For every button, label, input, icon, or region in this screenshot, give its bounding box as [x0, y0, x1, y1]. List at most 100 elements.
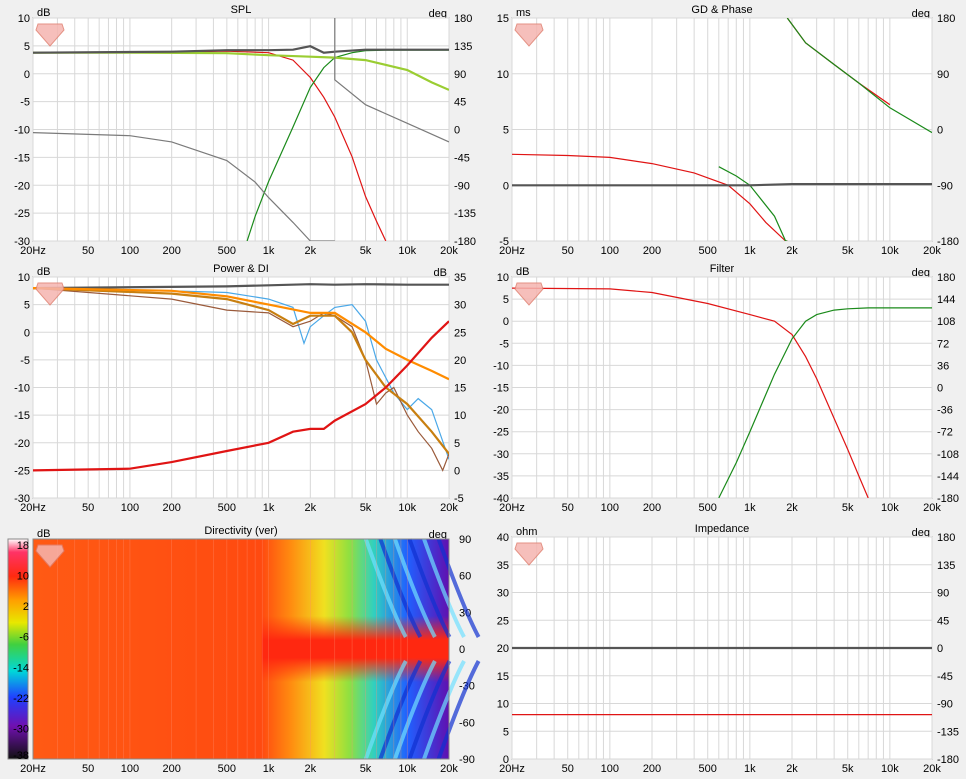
lobe-stripe — [407, 538, 452, 638]
series-line-darkgray — [33, 283, 449, 290]
x-tick-label: 1k — [744, 763, 756, 775]
x-tick-label: 100 — [121, 502, 139, 514]
plot-lines — [33, 18, 449, 241]
y-unit-label: dB — [37, 7, 50, 19]
x-tick-label: 10k — [398, 245, 416, 257]
lobe-stripe — [436, 660, 481, 760]
y-tick-label: 10 — [18, 272, 30, 284]
grid — [511, 276, 933, 499]
colorbar-tick-label: -38 — [13, 750, 29, 762]
x-tick-label: 500 — [218, 763, 236, 775]
x-tick-label: 500 — [218, 245, 236, 257]
y2-tick-label: 60 — [459, 571, 471, 583]
x-tick-label: 5k — [360, 763, 372, 775]
x-tick-label: 50 — [82, 502, 94, 514]
y-tick-label: -35 — [493, 471, 509, 483]
x-tick-label: 5k — [842, 763, 854, 775]
y2-unit-label: deg — [912, 8, 930, 20]
y2-tick-label: -180 — [937, 493, 959, 505]
plot-border — [32, 538, 450, 760]
x-tick-label: 50 — [82, 245, 94, 257]
x-tick-label: 10k — [881, 245, 899, 257]
x-tick-label: 10k — [398, 502, 416, 514]
y2-tick-label: 0 — [937, 643, 943, 655]
y-tick-label: 5 — [24, 300, 30, 312]
colorbar-tick-label: -22 — [13, 693, 29, 705]
x-tick-label: 200 — [643, 763, 661, 775]
plot-lines — [512, 287, 932, 498]
logo-icon — [35, 544, 65, 568]
y2-tick-label: -135 — [937, 726, 959, 738]
plot-lines — [512, 18, 932, 241]
chart-title: SPL — [231, 4, 252, 16]
y-unit-label: dB — [37, 528, 50, 540]
x-tick-label: 200 — [162, 245, 180, 257]
chart-title: GD & Phase — [691, 4, 752, 16]
x-tick-label: 2k — [305, 502, 317, 514]
y2-tick-label: -36 — [937, 405, 953, 417]
lobe-stripe — [407, 660, 452, 760]
y2-tick-label: 180 — [454, 13, 472, 25]
y2-tick-label: 90 — [937, 588, 949, 600]
colorbar — [7, 538, 29, 760]
y2-tick-label: 15 — [454, 383, 466, 395]
series-line-red — [33, 320, 449, 472]
y-tick-label: -10 — [14, 125, 30, 137]
y2-tick-label: 30 — [454, 300, 466, 312]
y2-tick-label: 90 — [937, 69, 949, 81]
y-unit-label: ms — [516, 7, 531, 19]
x-tick-label: 2k — [305, 245, 317, 257]
y-unit-label: ohm — [516, 526, 537, 538]
y-tick-label: -30 — [14, 493, 30, 505]
x-tick-label: 10k — [398, 763, 416, 775]
y2-tick-label: 0 — [454, 125, 460, 137]
x-tick-label: 20Hz — [20, 763, 46, 775]
y-tick-label: 15 — [497, 671, 509, 683]
y2-unit-label: dB — [434, 267, 447, 279]
x-tick-label: 100 — [121, 245, 139, 257]
y-tick-label: -15 — [14, 152, 30, 164]
series-line-darkgray — [33, 45, 449, 54]
y-tick-label: -5 — [499, 338, 509, 350]
series-line-lightblue — [33, 287, 449, 460]
colorbar-tick-label: 10 — [17, 571, 29, 583]
x-tick-label: 50 — [562, 502, 574, 514]
y-tick-label: -10 — [493, 360, 509, 372]
x-tick-label: 200 — [162, 502, 180, 514]
y2-tick-label: -90 — [459, 754, 475, 766]
x-tick-label: 20Hz — [499, 245, 525, 257]
y-tick-label: -15 — [493, 383, 509, 395]
y2-unit-label: deg — [912, 267, 930, 279]
x-tick-label: 5k — [842, 245, 854, 257]
y-tick-label: -30 — [493, 449, 509, 461]
logo-icon — [514, 23, 544, 47]
grid — [32, 276, 450, 499]
y2-tick-label: -90 — [937, 180, 953, 192]
lobe-stripe — [363, 538, 408, 638]
x-tick-label: 2k — [786, 763, 798, 775]
y2-tick-label: 20 — [454, 355, 466, 367]
y2-tick-label: -108 — [937, 449, 959, 461]
x-tick-label: 200 — [643, 245, 661, 257]
y-tick-label: -20 — [14, 180, 30, 192]
x-tick-label: 500 — [699, 763, 717, 775]
y2-tick-label: 0 — [937, 383, 943, 395]
x-tick-label: 1k — [263, 763, 275, 775]
x-tick-label: 100 — [121, 763, 139, 775]
y2-tick-label: -72 — [937, 427, 953, 439]
x-tick-label: 20k — [923, 763, 941, 775]
y-tick-label: 5 — [503, 125, 509, 137]
y-tick-label: 10 — [497, 699, 509, 711]
plot-lines — [512, 646, 932, 716]
y-tick-label: 30 — [497, 588, 509, 600]
y-tick-label: -40 — [493, 493, 509, 505]
x-tick-label: 1k — [263, 502, 275, 514]
y2-tick-label: -180 — [937, 236, 959, 248]
x-tick-label: 20k — [923, 502, 941, 514]
x-tick-label: 500 — [699, 502, 717, 514]
y-tick-label: -10 — [14, 383, 30, 395]
